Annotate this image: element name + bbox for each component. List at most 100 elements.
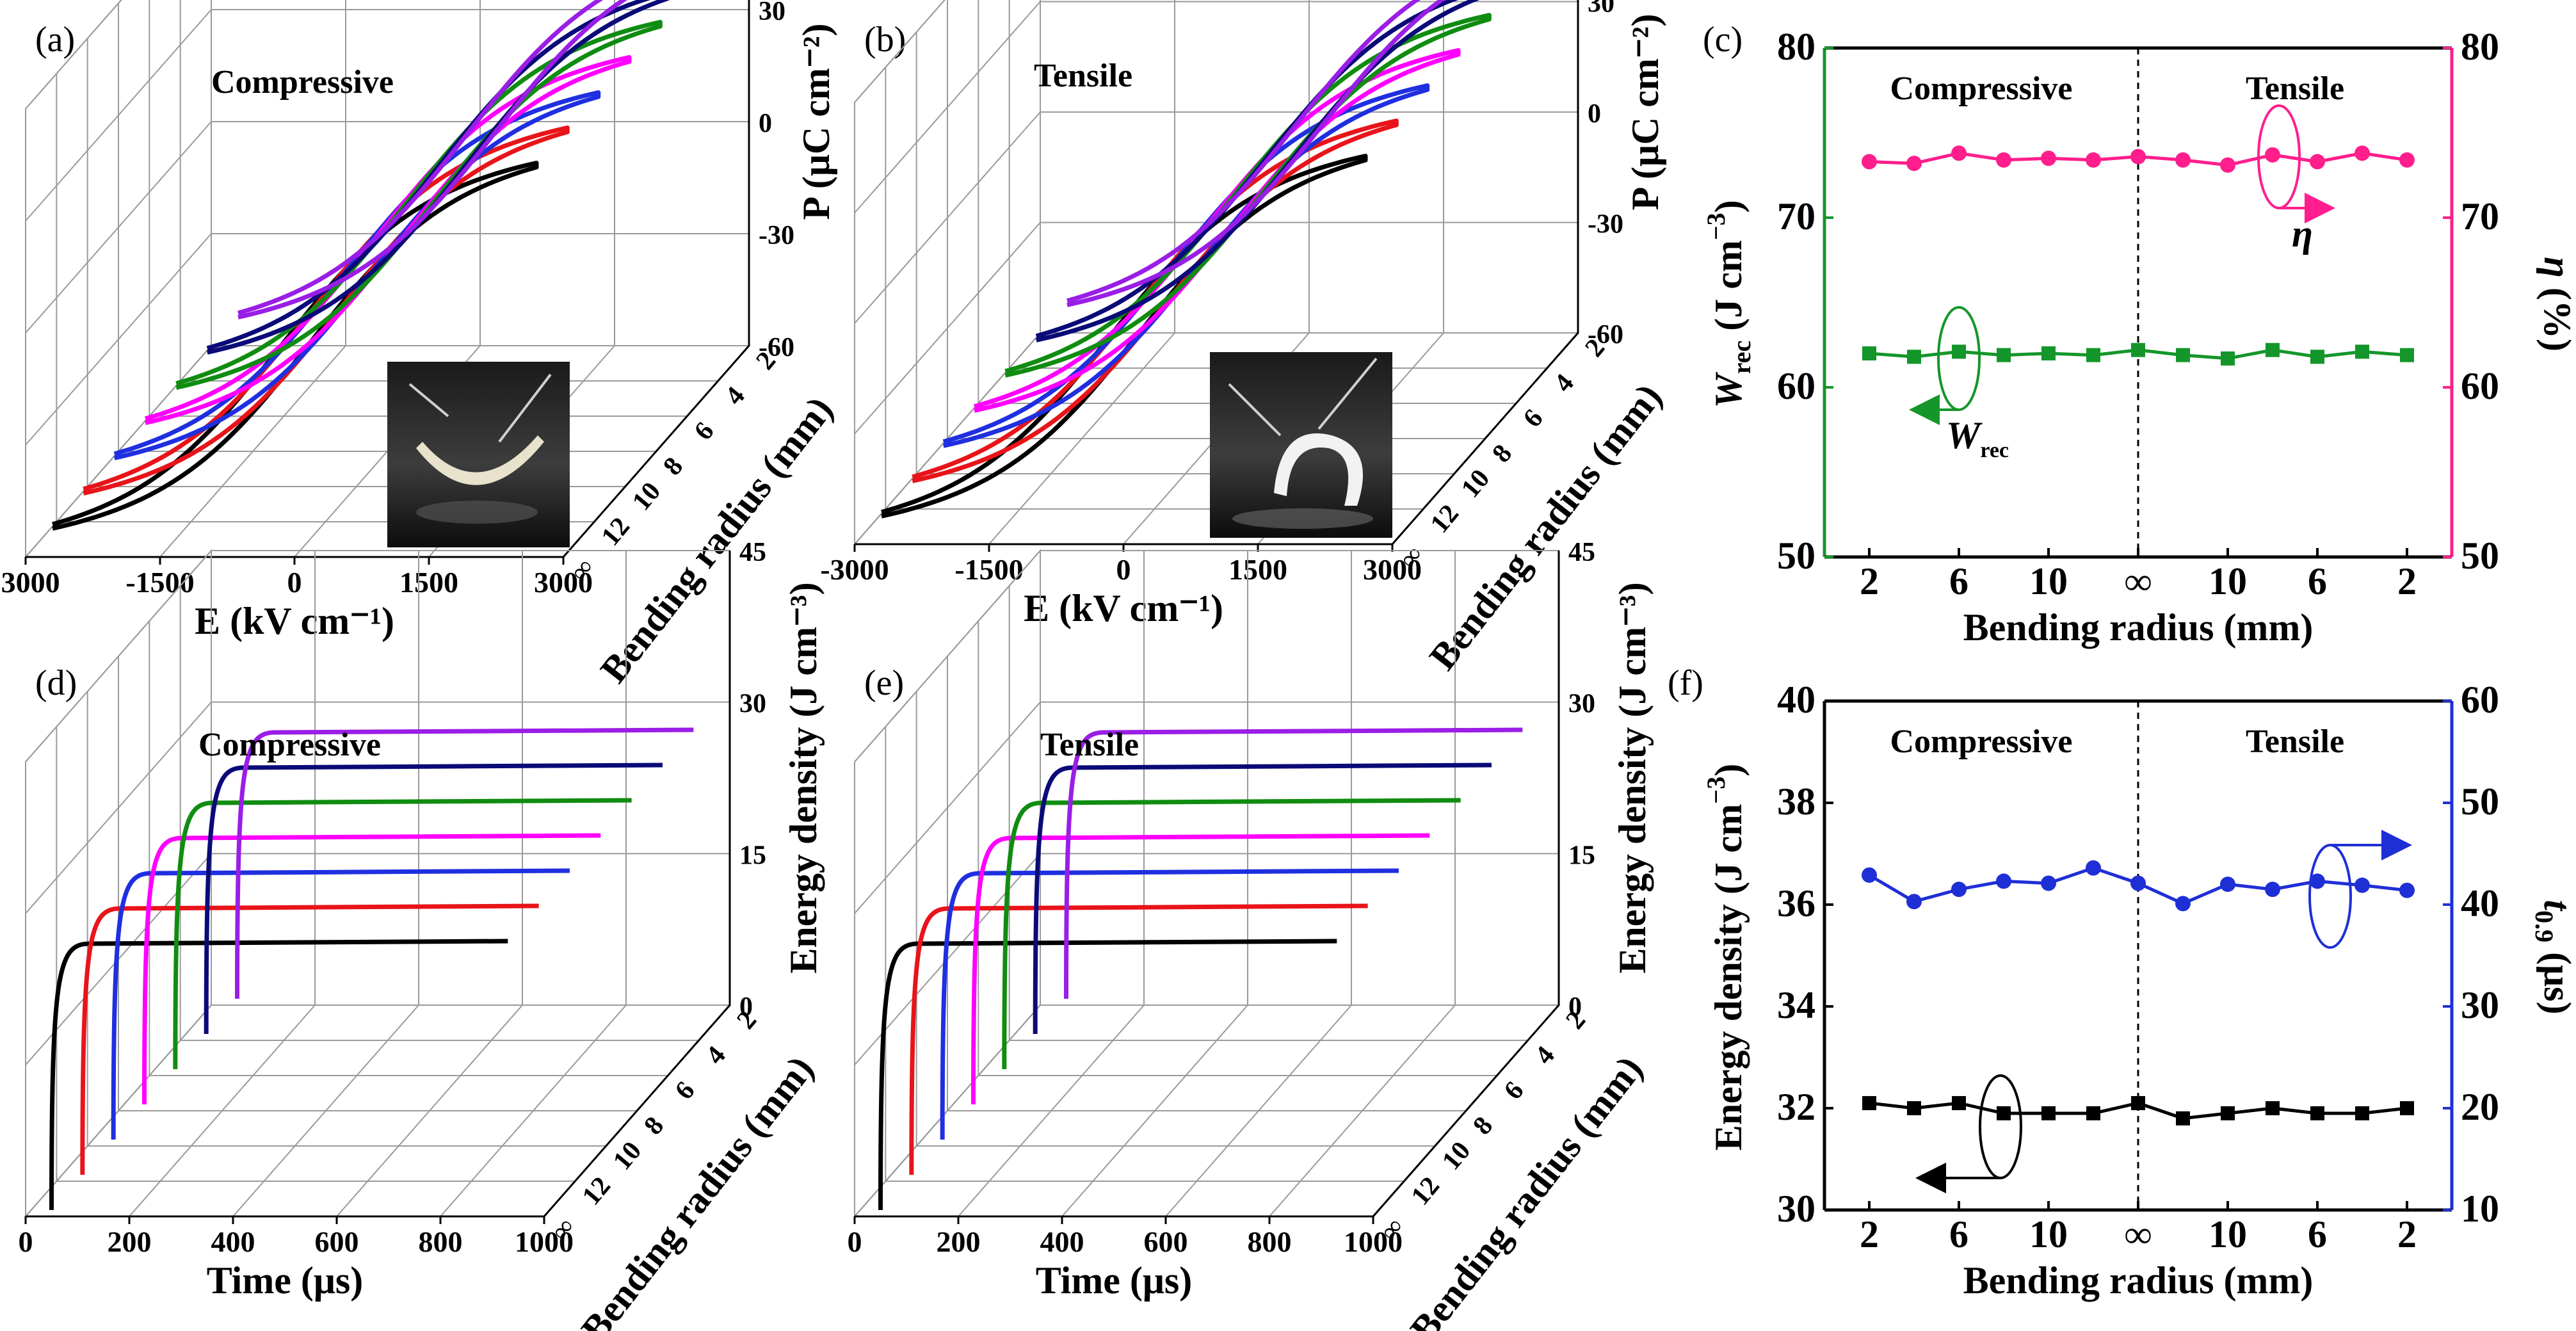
x-tick-label: -3000 xyxy=(0,566,60,599)
left-grid-z xyxy=(854,702,1041,914)
x-tick-label: 2 xyxy=(2397,1213,2417,1255)
series-marker-square xyxy=(2266,1101,2280,1115)
series-marker-circle xyxy=(1862,867,1877,883)
z-tick-label: 15 xyxy=(739,841,766,870)
series-marker-circle xyxy=(2220,157,2235,173)
curve-1 xyxy=(909,903,1368,1175)
series-marker-square xyxy=(1997,1106,2011,1120)
panel-e-title: Tensile xyxy=(1040,727,1139,763)
curve-0 xyxy=(878,939,1337,1211)
left-grid-z xyxy=(854,1004,1041,1217)
left-axis-label: Energy density (J cm−3) xyxy=(1702,764,1750,1150)
panel-c-label: (c) xyxy=(1703,20,1743,60)
series-marker-square xyxy=(2400,348,2414,362)
depth-tick-label: 6 xyxy=(670,1076,701,1106)
panel-e: (e) 0 200 400 600 800 10004530150∞12108642Tim… xyxy=(848,538,1654,1331)
series-marker-circle xyxy=(2355,145,2370,161)
x-tick-label: 3000 xyxy=(1363,553,1422,586)
depth-tick-label: 10 xyxy=(627,477,666,517)
x-tick-label: 10 xyxy=(2209,1213,2247,1255)
panel-b-title: Tensile xyxy=(1034,58,1132,94)
panel-b: (b) -3000-150001500300060300-30-60∞12108… xyxy=(820,0,1670,677)
series-marker-circle xyxy=(2130,149,2146,165)
curve-1 xyxy=(80,903,539,1175)
series-marker-circle xyxy=(2175,896,2191,912)
panel-d: (d) 0 200 400 600 800 10004530150∞12108642Tim… xyxy=(19,538,825,1331)
x-axis-label: Bending radius (mm) xyxy=(1963,1259,2314,1302)
series-marker-square xyxy=(1952,344,1966,359)
x-axis-label: E (kV cm⁻¹) xyxy=(1024,587,1223,629)
label-main: W xyxy=(1946,414,1983,456)
axis-frame xyxy=(26,551,731,1218)
series-marker-circle xyxy=(1862,154,1877,170)
z-axis-label: P (μC cm⁻²) xyxy=(795,24,837,220)
label-sub: rec xyxy=(1980,439,2009,462)
x-tick-label: 800 xyxy=(1248,1225,1292,1258)
series-marker-square xyxy=(2266,343,2280,357)
label-end: ) xyxy=(1707,764,1750,777)
z-tick-label: -60 xyxy=(1588,320,1623,350)
right-tick-label: 80 xyxy=(2461,26,2499,68)
series-marker-circle xyxy=(1996,152,2011,168)
panel-f: (f) 30 32 34 36 38 40 10 20 30 40 50 60 2 6 10 ∞ 10 6 2 Com… xyxy=(1668,663,2576,1302)
panel-c-chart: 50 60 70 80 50 60 70 80 2 6 10 ∞ 10 6 2 Compressive Tens… xyxy=(1702,26,2576,649)
depth-tick-label: 12 xyxy=(1425,499,1465,539)
curve-3 xyxy=(974,48,1461,413)
curve-3 xyxy=(142,833,601,1105)
series-marker-square xyxy=(2310,1106,2324,1120)
series-marker-square xyxy=(1862,346,1876,360)
curve-0 xyxy=(49,939,508,1211)
panel-e-label: (e) xyxy=(864,663,904,703)
panel-d-label: (d) xyxy=(35,663,77,703)
left-tick-label: 32 xyxy=(1777,1086,1815,1128)
depth-tick-label: 12 xyxy=(596,512,636,552)
right-tick-label: 60 xyxy=(2461,365,2499,407)
z-tick-label: 30 xyxy=(1568,690,1595,719)
label-main: t xyxy=(2536,900,2576,912)
curve-6 xyxy=(235,727,694,999)
left-grid-z xyxy=(25,121,212,334)
right-tick-label: 30 xyxy=(2461,984,2499,1026)
z-tick-label: 0 xyxy=(1568,992,1582,1022)
x-tick-label: 2 xyxy=(1860,560,1879,602)
series-marker-circle xyxy=(2130,875,2146,891)
curve-2 xyxy=(111,868,570,1140)
annotation-label-left: Wrec xyxy=(1946,414,2009,462)
depth-tick-label: 10 xyxy=(1437,1136,1476,1176)
x-tick-label: 800 xyxy=(419,1225,463,1258)
label-sup: −3 xyxy=(1702,777,1730,804)
series-marker-circle xyxy=(1951,145,1967,161)
left-grid-z xyxy=(25,233,212,446)
right-axis-label: t0.9 (μs) xyxy=(2530,900,2576,1015)
x-tick-label: 10 xyxy=(2209,560,2247,602)
label-sub: rec xyxy=(1727,341,1756,375)
x-axis-label: E (kV cm⁻¹) xyxy=(195,600,394,642)
annotation-ellipse-right xyxy=(2308,844,2352,949)
x-tick-label: 400 xyxy=(211,1225,255,1258)
label-sub: 0.9 xyxy=(2530,910,2559,942)
panel-a-3d-box: -3000-150001500300060300-30-60∞12108642E… xyxy=(0,0,841,690)
curve-4 xyxy=(173,798,632,1070)
series-marker-square xyxy=(1952,1096,1966,1111)
left-grid-z xyxy=(854,0,946,103)
series-marker-circle xyxy=(2175,152,2191,168)
annotation-ellipse-left xyxy=(1979,1074,2022,1179)
x-tick-label: 1000 xyxy=(515,1225,574,1258)
depth-tick-label: 12 xyxy=(1406,1172,1445,1211)
x-tick-label: 600 xyxy=(315,1225,359,1258)
x-tick-label: -1500 xyxy=(954,553,1023,586)
curve-1 xyxy=(912,118,1399,483)
x-tick-label: 0 xyxy=(287,566,302,599)
left-grid-z xyxy=(25,1004,212,1217)
left-grid-z xyxy=(854,222,1041,435)
panel-a: (a) -3000-150001500300060300-30-60∞12108… xyxy=(0,0,841,690)
left-tick-label: 38 xyxy=(1777,780,1815,823)
panel-b-3d-box: -3000-150001500300060300-30-60∞12108642E… xyxy=(820,0,1670,677)
series-marker-square xyxy=(2131,343,2145,357)
left-grid-z xyxy=(25,550,212,762)
series-marker-circle xyxy=(2220,876,2235,892)
x-tick-label: ∞ xyxy=(2125,560,2152,602)
x-axis-label: Bending radius (mm) xyxy=(1963,606,2314,649)
x-tick-label: 6 xyxy=(1949,1213,1968,1255)
